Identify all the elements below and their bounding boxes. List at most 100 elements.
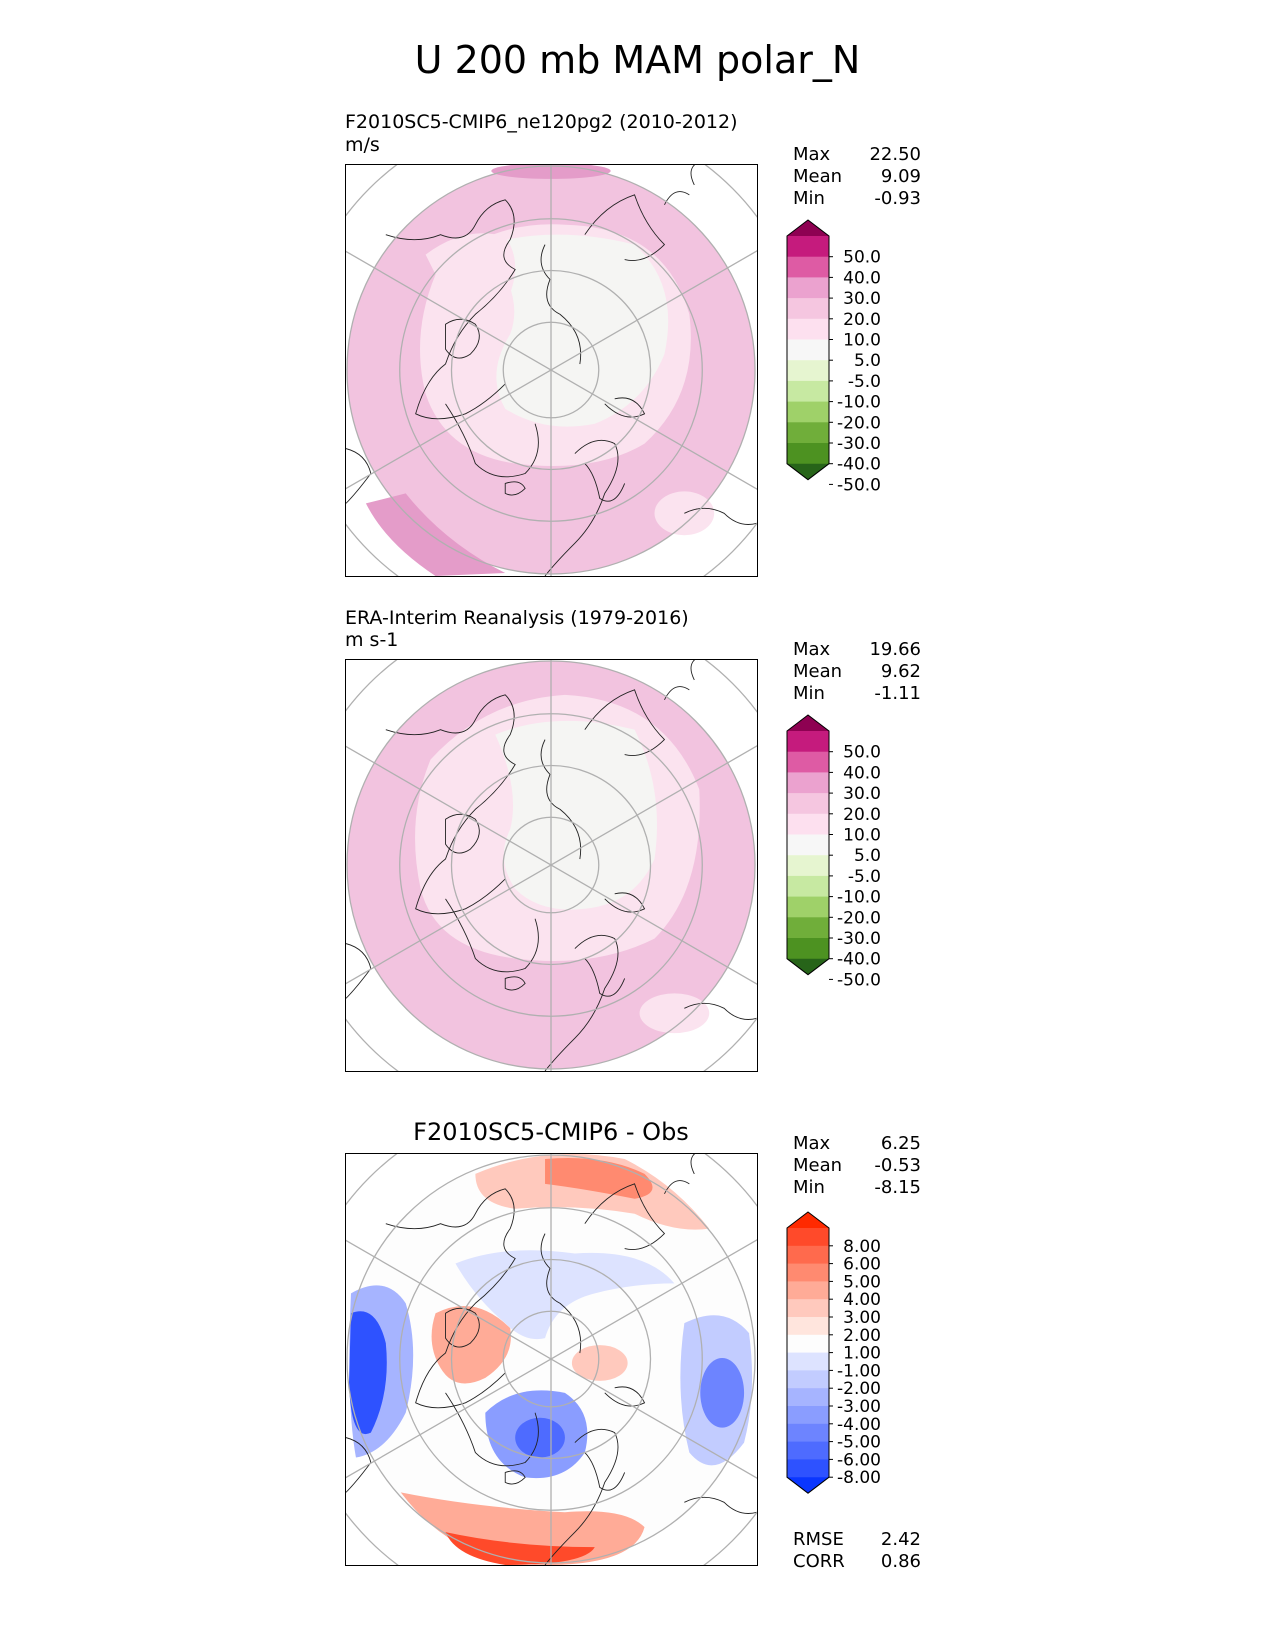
diff-field-neg-east-core bbox=[700, 1358, 745, 1428]
diff-coastlines bbox=[346, 1154, 757, 1565]
test-coastlines bbox=[346, 165, 757, 576]
diff-field-pos-top-core bbox=[545, 1157, 653, 1199]
diff-min-value: -8.15 bbox=[874, 1177, 921, 1198]
test-colorbar-bin bbox=[787, 277, 829, 299]
ref-colorbar-tick-label: 50.0 bbox=[843, 743, 881, 763]
ref-colorbar-tick-label: 10.0 bbox=[843, 826, 881, 846]
ref-graticule bbox=[346, 660, 757, 1071]
diff-colorbar-tick-label: 4.00 bbox=[843, 1290, 881, 1310]
corr-value: 0.86 bbox=[880, 1551, 921, 1572]
ref-field-light-se bbox=[639, 993, 710, 1034]
test-mean-value: 9.09 bbox=[880, 166, 921, 187]
diff-colorbar-tick-label: -3.00 bbox=[837, 1397, 881, 1417]
test-panel-title: F2010SC5-CMIP6_ne120pg2 (2010-2012) bbox=[345, 111, 738, 133]
test-graticule bbox=[346, 165, 757, 576]
diff-colorbar-extend-max bbox=[787, 1212, 829, 1228]
test-colorbar-bin bbox=[787, 339, 829, 361]
diff-panel-title: F2010SC5-CMIP6 - Obs bbox=[413, 1118, 689, 1146]
ref-colorbar-tick-label: 40.0 bbox=[843, 763, 881, 783]
diff-colorbar-bin bbox=[787, 1388, 829, 1407]
test-min-label: Min bbox=[793, 188, 825, 209]
diff-colorbar-bin bbox=[787, 1263, 829, 1282]
test-colorbar-bin bbox=[787, 298, 829, 320]
ref-coastlines bbox=[346, 660, 757, 1071]
ref-max-label: Max bbox=[793, 639, 831, 660]
ref-colorbar-bin bbox=[787, 917, 829, 939]
test-colorbar-extend-max bbox=[787, 220, 829, 236]
ref-colorbar-tick-label: -20.0 bbox=[837, 908, 881, 928]
diff-min-label: Min bbox=[793, 1177, 825, 1198]
ref-colorbar-bin bbox=[787, 938, 829, 960]
test-colorbar-tick-label: 50.0 bbox=[843, 248, 881, 268]
ref-colorbar-tick-label: -30.0 bbox=[837, 929, 881, 949]
diff-colorbar-bin bbox=[787, 1441, 829, 1460]
test-colorbar-tick-label: -30.0 bbox=[837, 434, 881, 454]
test-colorbar-tick-label: 20.0 bbox=[843, 310, 881, 330]
diff-mean-label: Mean bbox=[793, 1155, 843, 1176]
test-colorbar-tick-label: 5.0 bbox=[854, 351, 881, 371]
test-field-light-w bbox=[425, 233, 516, 318]
diff-field-neg-south-core bbox=[515, 1417, 565, 1458]
diff-colorbar-tick-label: 5.00 bbox=[843, 1272, 881, 1292]
diff-colorbar-bin bbox=[787, 1423, 829, 1443]
test-mean-label: Mean bbox=[793, 166, 843, 187]
diff-colorbar-bin bbox=[787, 1352, 829, 1371]
test-colorbar-tick-label: -5.0 bbox=[848, 372, 881, 392]
diff-colorbar-tick-label: 2.00 bbox=[843, 1326, 881, 1346]
test-colorbar-bin bbox=[787, 360, 829, 382]
test-colorbar-tick-label: -20.0 bbox=[837, 413, 881, 433]
test-field-near-zero bbox=[485, 234, 669, 427]
test-colorbar-extend-min bbox=[787, 463, 829, 480]
test-colorbar-tick-label: -50.0 bbox=[837, 475, 881, 495]
test-panel-units: m/s bbox=[345, 134, 380, 156]
test-colorbar-tick-label: -40.0 bbox=[837, 455, 881, 475]
ref-colorbar-bin bbox=[787, 834, 829, 856]
ref-colorbar-tick-label: -50.0 bbox=[837, 970, 881, 990]
ref-field-near-zero bbox=[495, 720, 657, 910]
test-min-value: -0.93 bbox=[874, 188, 921, 209]
figure-title: U 200 mb MAM polar_N bbox=[414, 38, 861, 82]
diff-graticule bbox=[346, 1154, 757, 1565]
diff-colorbar-tick-label: -2.00 bbox=[837, 1379, 881, 1399]
ref-colorbar-tick-label: 20.0 bbox=[843, 805, 881, 825]
diff-polar-map bbox=[345, 1153, 758, 1566]
ref-colorbar-bin bbox=[787, 793, 829, 815]
ref-colorbar-extend-min bbox=[787, 958, 829, 975]
diff-field-neg-ring-n bbox=[455, 1250, 675, 1340]
diff-colorbar-tick-label: -4.00 bbox=[837, 1415, 881, 1435]
test-colorbar-tick-label: 10.0 bbox=[843, 331, 881, 351]
test-colorbar-bin bbox=[787, 318, 829, 340]
diff-metrics: RMSE 2.42 CORR 0.86 bbox=[793, 1529, 921, 1573]
ref-colorbar-tick-label: -5.0 bbox=[848, 867, 881, 887]
ref-min-label: Min bbox=[793, 683, 825, 704]
test-stats: Max 22.50 Mean 9.09 Min -0.93 bbox=[793, 144, 921, 210]
ref-colorbar-bin bbox=[787, 772, 829, 794]
test-colorbar: 50.040.030.020.010.05.0-5.0-10.0-20.0-30… bbox=[786, 219, 881, 495]
diff-field-pos-bottom bbox=[400, 1492, 645, 1565]
ref-colorbar-tick-label: -10.0 bbox=[837, 888, 881, 908]
ref-min-value: -1.11 bbox=[874, 683, 921, 704]
diff-colorbar-bin bbox=[787, 1317, 829, 1336]
diff-stats: Max 6.25 Mean -0.53 Min -8.15 bbox=[793, 1133, 921, 1199]
test-colorbar-bin bbox=[787, 380, 829, 403]
ref-colorbar-bin bbox=[787, 875, 829, 898]
diff-mean-value: -0.53 bbox=[874, 1155, 921, 1176]
diff-max-label: Max bbox=[793, 1133, 831, 1154]
ref-colorbar-tick-label: 30.0 bbox=[843, 784, 881, 804]
diff-colorbar-bin bbox=[787, 1228, 829, 1247]
ref-colorbar-bin bbox=[787, 896, 829, 918]
diff-colorbar-bin bbox=[787, 1334, 829, 1354]
diff-colorbar: 8.006.005.004.003.002.001.00-1.00-2.00-3… bbox=[786, 1211, 881, 1494]
diff-field-pos-top bbox=[475, 1154, 710, 1230]
diff-colorbar-tick-label: 6.00 bbox=[843, 1255, 881, 1275]
test-max-value: 22.50 bbox=[869, 144, 921, 165]
diff-colorbar-bin bbox=[787, 1370, 829, 1389]
ref-mean-value: 9.62 bbox=[880, 661, 921, 682]
diff-field-pos-east bbox=[571, 1345, 628, 1381]
ref-colorbar-tick-label: -40.0 bbox=[837, 950, 881, 970]
test-colorbar-tick-label: 30.0 bbox=[843, 289, 881, 309]
ref-colorbar-extend-max bbox=[787, 715, 829, 731]
rmse-label: RMSE bbox=[793, 1529, 844, 1550]
diff-field-pos-bottom-core bbox=[445, 1532, 595, 1565]
diff-colorbar-bin bbox=[787, 1299, 829, 1318]
